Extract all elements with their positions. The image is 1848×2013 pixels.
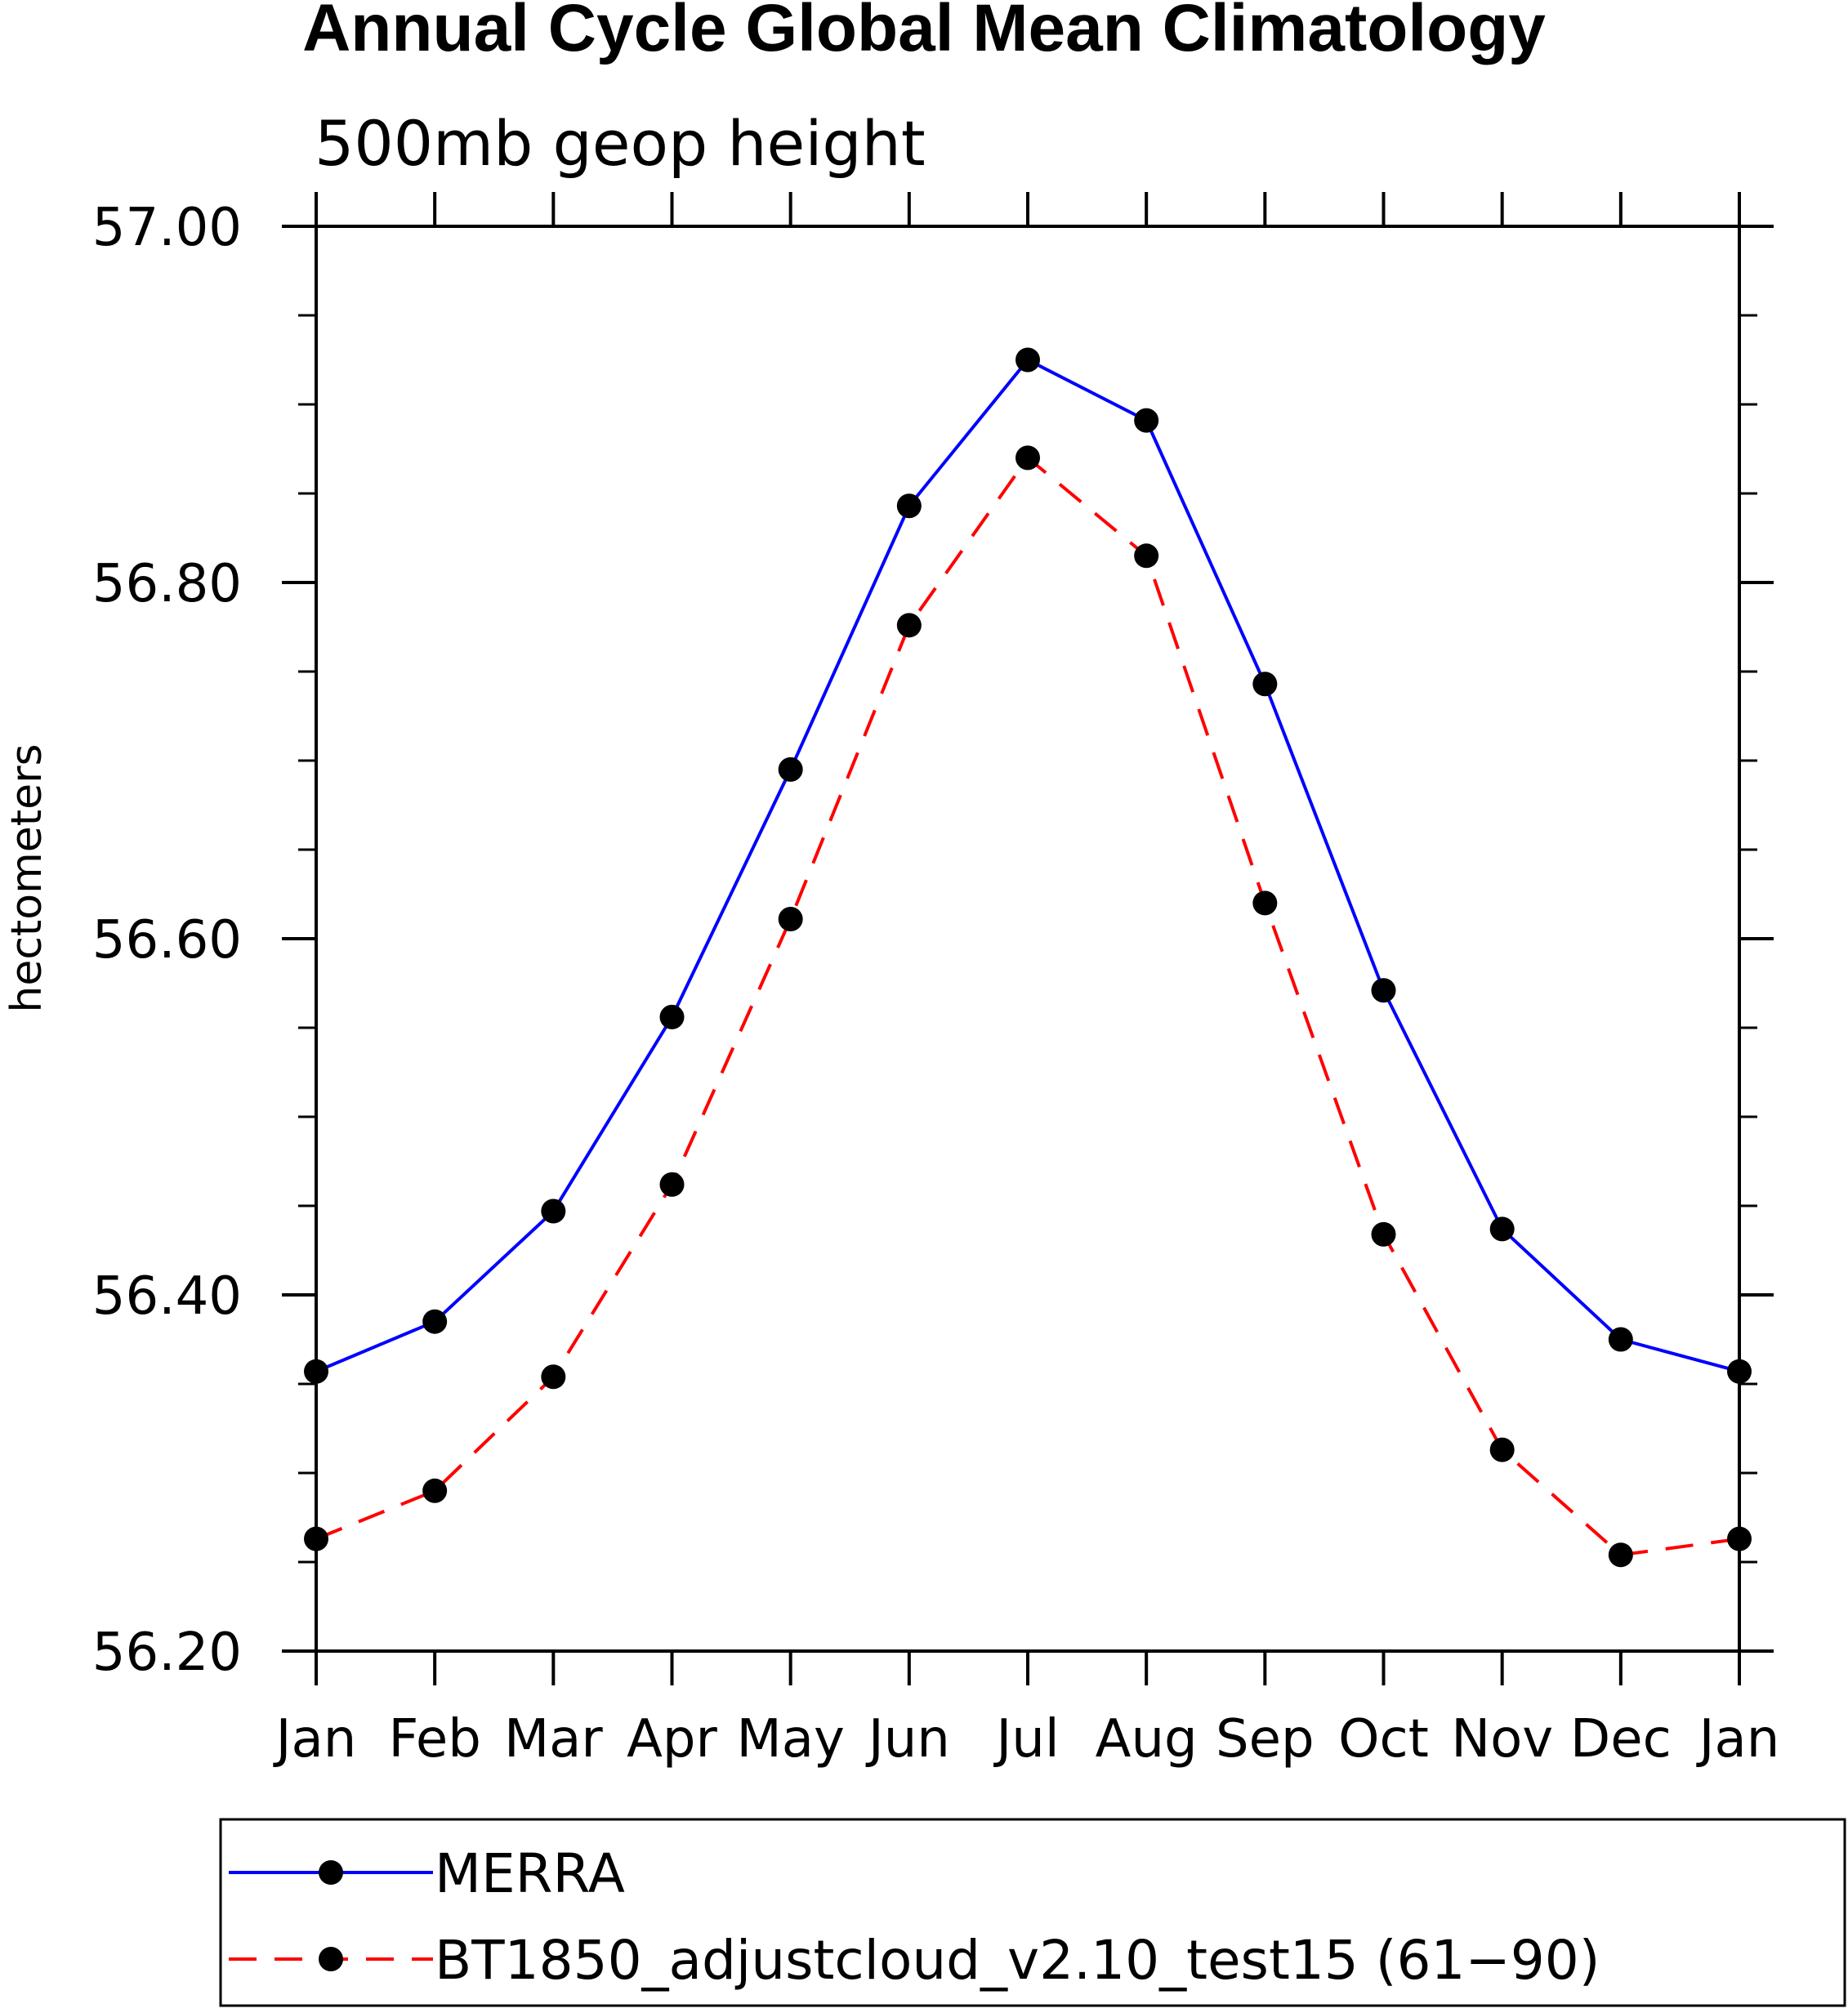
minor-ticks [298, 225, 1757, 1653]
data-point-series-2 [1134, 543, 1159, 569]
legend-label-2: BT1850_adjustcloud_v2.10_test15 (61−90) [435, 1929, 1600, 1992]
data-point-series-1 [1371, 978, 1396, 1003]
data-point-series-1 [778, 757, 803, 782]
x-tick-label: Sep [1216, 1709, 1315, 1770]
chart-subtitle: 500mb geop height [315, 107, 926, 180]
y-tick-label: 56.80 [92, 554, 242, 614]
data-point-series-1 [1608, 1327, 1633, 1352]
x-tick-label: May [737, 1709, 845, 1770]
data-point-series-2 [778, 907, 803, 932]
series-markers [304, 347, 1752, 1568]
y-tick-label: 57.00 [92, 198, 242, 258]
data-point-series-1 [896, 493, 922, 519]
y-axis-label: hectometers [2, 743, 51, 1012]
data-point-series-2 [659, 1172, 685, 1197]
data-point-series-2 [1489, 1437, 1515, 1462]
series-line-2 [315, 455, 1740, 1557]
legend-box [219, 1818, 1846, 2007]
x-tick-label: Jan [1696, 1709, 1780, 1770]
x-tick-labels: Jan Feb Mar Apr May Jun Jul Aug Sep Oct Nov Dec Jan [273, 1709, 1780, 1770]
x-tick-label: Aug [1096, 1709, 1198, 1770]
series-lines [315, 357, 1740, 1557]
chart-title: Annual Cycle Global Mean Climatology [302, 0, 1546, 65]
legend: MERRA BT1850_adjustcloud_v2.10_test15 (61… [219, 1818, 1846, 2007]
x-tick-label: Jun [865, 1709, 950, 1770]
series-line-1 [315, 357, 1740, 1373]
data-point-series-1 [1134, 408, 1159, 433]
data-point-series-1 [659, 1004, 685, 1029]
y-tick-label: 56.60 [92, 910, 242, 971]
data-point-series-2 [422, 1478, 448, 1503]
data-point-series-1 [422, 1309, 448, 1334]
data-point-series-1 [1489, 1216, 1515, 1242]
x-tick-label: Nov [1451, 1709, 1553, 1770]
x-tick-label: Jul [993, 1709, 1059, 1770]
legend-label-1: MERRA [435, 1842, 625, 1905]
y-tick-label: 56.40 [92, 1266, 242, 1327]
data-point-series-1 [541, 1198, 566, 1224]
x-tick-label: Mar [504, 1709, 603, 1770]
legend-marker-1 [319, 1860, 343, 1885]
data-point-series-1 [1252, 672, 1278, 697]
y-tick-label: 56.20 [92, 1622, 242, 1683]
x-tick-label: Oct [1338, 1709, 1429, 1770]
data-point-series-2 [1608, 1542, 1633, 1568]
y-tick-labels: 57.00 56.80 56.60 56.40 56.20 [92, 198, 242, 1683]
data-point-series-1 [1016, 347, 1040, 373]
data-point-series-2 [896, 613, 922, 638]
x-tick-label: Dec [1570, 1709, 1672, 1770]
major-ticks [282, 192, 1774, 1685]
data-point-series-2 [1016, 445, 1040, 471]
data-point-series-2 [1371, 1221, 1396, 1247]
data-point-series-2 [541, 1364, 566, 1390]
x-tick-label: Feb [389, 1709, 481, 1770]
legend-marker-2 [319, 1947, 343, 1971]
x-tick-label: Apr [627, 1709, 717, 1770]
x-tick-label: Jan [273, 1709, 357, 1770]
data-point-series-2 [1252, 890, 1278, 916]
plot-frame [315, 225, 1741, 1653]
